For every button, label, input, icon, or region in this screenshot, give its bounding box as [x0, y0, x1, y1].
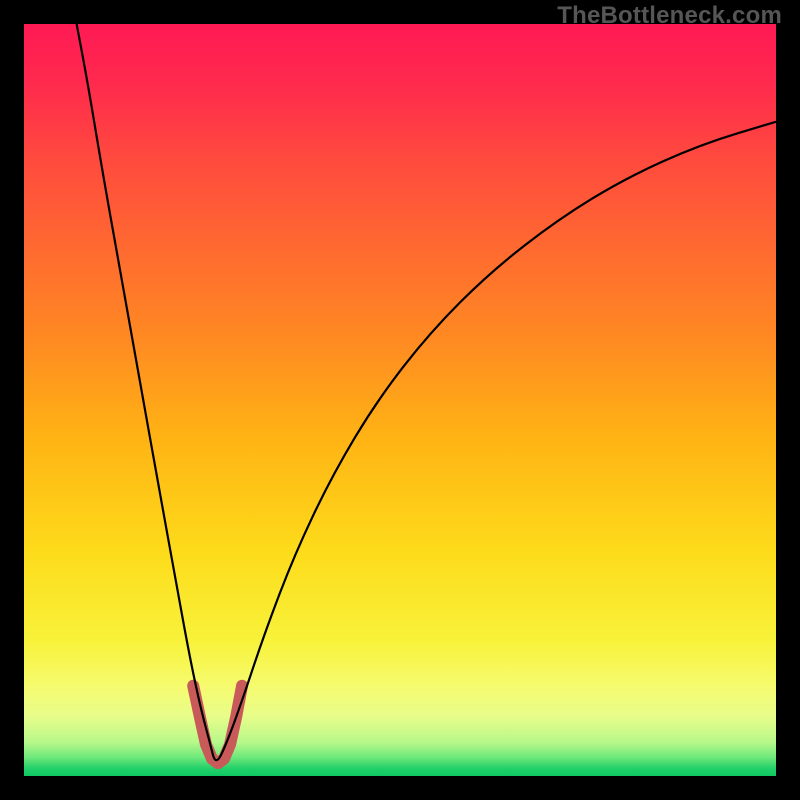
watermark-text: TheBottleneck.com	[557, 2, 782, 30]
gradient-background	[24, 24, 776, 776]
plot-svg	[24, 24, 776, 776]
frame-border-right	[776, 0, 800, 800]
chart-frame: TheBottleneck.com	[0, 0, 800, 800]
frame-border-left	[0, 0, 24, 800]
frame-border-bottom	[0, 776, 800, 800]
plot-area	[24, 24, 776, 776]
